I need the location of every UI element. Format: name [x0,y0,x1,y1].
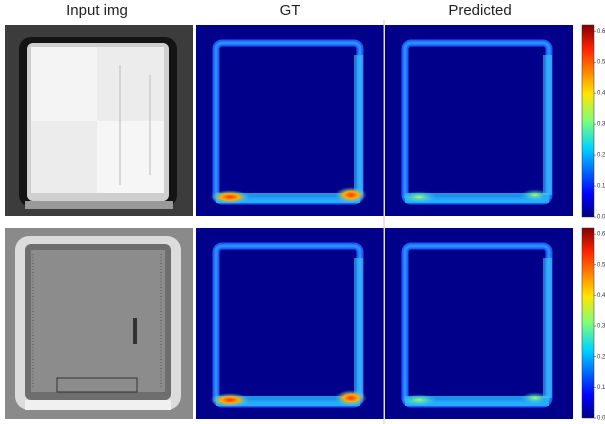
figure: Input img GT Predicted 0.0 0.1 0.2 0.3 0.4 0.… [0,0,605,424]
tick-label: 0.4 [597,293,605,299]
tick-label: 0.3 [597,122,605,128]
column-title: Predicted [448,2,511,19]
tick-label: 0.3 [597,324,605,330]
tick-label: 0.1 [597,385,605,391]
tick-label: 0.2 [597,354,605,360]
input-image [5,25,193,216]
tick-label: 0.6 [597,29,605,35]
tick-label: 0.4 [597,91,605,97]
tick-label: 0.1 [597,184,605,190]
tick-label: 0.0 [597,215,605,221]
predicted-heatmap [385,25,573,216]
predicted-heatmap [385,228,573,419]
tick-label: 0.0 [597,416,605,422]
tick-label: 0.2 [597,153,605,159]
column-title: Input img [66,2,128,19]
tick-label: 0.5 [597,262,605,268]
column-title: GT [280,2,301,19]
gt-heatmap [196,228,384,419]
tick-label: 0.6 [597,232,605,238]
input-image [5,228,193,419]
tick-label: 0.5 [597,60,605,66]
colorbar [582,228,594,418]
colorbar [582,25,594,217]
gt-heatmap [196,25,384,216]
